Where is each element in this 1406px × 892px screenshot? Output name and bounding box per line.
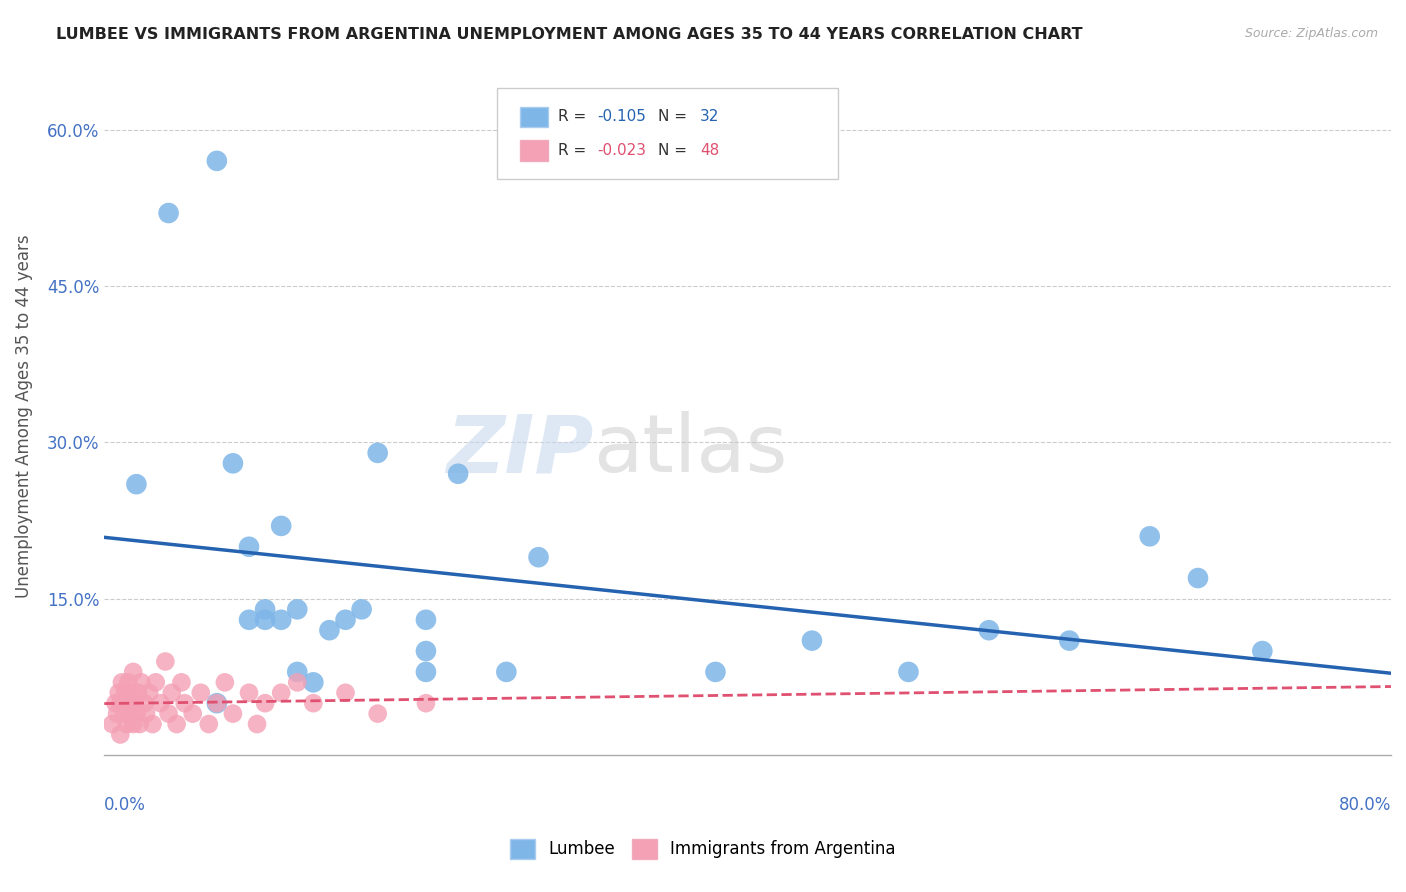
Point	[117, 675, 139, 690]
Point	[173, 696, 195, 710]
Point	[495, 665, 517, 679]
Point	[270, 613, 292, 627]
Point	[181, 706, 204, 721]
Point	[111, 675, 134, 690]
Point	[270, 519, 292, 533]
Point	[135, 706, 157, 721]
Point	[166, 717, 188, 731]
Point	[415, 665, 437, 679]
Point	[238, 540, 260, 554]
Point	[149, 696, 172, 710]
Point	[270, 686, 292, 700]
Point	[447, 467, 470, 481]
Point	[1187, 571, 1209, 585]
Point	[350, 602, 373, 616]
Point	[285, 675, 308, 690]
Point	[134, 696, 156, 710]
Y-axis label: Unemployment Among Ages 35 to 44 years: Unemployment Among Ages 35 to 44 years	[15, 235, 32, 599]
Text: Source: ZipAtlas.com: Source: ZipAtlas.com	[1244, 27, 1378, 40]
Point	[285, 665, 308, 679]
Point	[170, 675, 193, 690]
Point	[527, 550, 550, 565]
Point	[222, 456, 245, 470]
Point	[122, 717, 145, 731]
Point	[138, 686, 160, 700]
Point	[335, 613, 357, 627]
Point	[127, 686, 149, 700]
FancyBboxPatch shape	[496, 87, 838, 179]
Point	[254, 696, 277, 710]
Point	[114, 686, 136, 700]
Point	[318, 623, 340, 637]
Point	[110, 696, 132, 710]
Text: ZIP: ZIP	[446, 411, 593, 490]
Point	[214, 675, 236, 690]
Point	[122, 665, 145, 679]
Point	[107, 686, 129, 700]
Point	[160, 686, 183, 700]
Point	[112, 706, 135, 721]
Point	[222, 706, 245, 721]
Point	[1059, 633, 1081, 648]
Point	[1139, 529, 1161, 543]
Point	[205, 696, 228, 710]
Text: 0.0%: 0.0%	[104, 796, 146, 814]
Point	[141, 717, 163, 731]
Point	[157, 706, 180, 721]
FancyBboxPatch shape	[520, 106, 548, 127]
Text: atlas: atlas	[593, 411, 787, 490]
Point	[105, 706, 128, 721]
Point	[155, 655, 177, 669]
Text: 48: 48	[700, 143, 720, 158]
Point	[704, 665, 727, 679]
Text: R =: R =	[558, 109, 592, 124]
Legend: Lumbee, Immigrants from Argentina: Lumbee, Immigrants from Argentina	[503, 832, 903, 866]
FancyBboxPatch shape	[520, 140, 548, 161]
Point	[1251, 644, 1274, 658]
Text: N =: N =	[658, 143, 692, 158]
Point	[254, 602, 277, 616]
Point	[110, 727, 132, 741]
Point	[157, 206, 180, 220]
Point	[117, 696, 139, 710]
Point	[246, 717, 269, 731]
Point	[415, 644, 437, 658]
Text: LUMBEE VS IMMIGRANTS FROM ARGENTINA UNEMPLOYMENT AMONG AGES 35 TO 44 YEARS CORRE: LUMBEE VS IMMIGRANTS FROM ARGENTINA UNEM…	[56, 27, 1083, 42]
Point	[198, 717, 221, 731]
Text: -0.105: -0.105	[598, 109, 645, 124]
Point	[285, 602, 308, 616]
Point	[124, 696, 146, 710]
Point	[205, 153, 228, 168]
Point	[254, 613, 277, 627]
Point	[101, 717, 124, 731]
Text: 32: 32	[700, 109, 720, 124]
Point	[190, 686, 212, 700]
Point	[115, 717, 138, 731]
Point	[415, 613, 437, 627]
Point	[367, 446, 389, 460]
Point	[800, 633, 823, 648]
Text: 80.0%: 80.0%	[1339, 796, 1391, 814]
Point	[415, 696, 437, 710]
Point	[125, 706, 148, 721]
Point	[128, 717, 150, 731]
Point	[118, 706, 141, 721]
Point	[335, 686, 357, 700]
Point	[104, 696, 127, 710]
Text: -0.023: -0.023	[598, 143, 647, 158]
Point	[897, 665, 920, 679]
Point	[205, 696, 228, 710]
Point	[238, 686, 260, 700]
Point	[121, 686, 143, 700]
Point	[129, 675, 152, 690]
Text: R =: R =	[558, 143, 592, 158]
Point	[367, 706, 389, 721]
Point	[302, 675, 325, 690]
Point	[302, 696, 325, 710]
Point	[125, 477, 148, 491]
Point	[977, 623, 1000, 637]
Text: N =: N =	[658, 109, 692, 124]
Point	[238, 613, 260, 627]
Point	[145, 675, 167, 690]
